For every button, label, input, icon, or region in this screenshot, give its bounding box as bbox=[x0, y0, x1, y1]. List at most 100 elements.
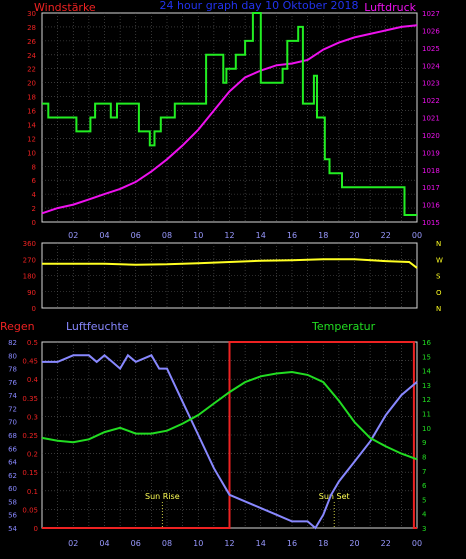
x-tick-label: 20 bbox=[349, 539, 359, 548]
temperature-tick-label: 15 bbox=[422, 353, 431, 361]
pressure-tick-label: 1023 bbox=[422, 80, 440, 88]
humidity-tick-label: 68 bbox=[8, 432, 17, 440]
direction-tick-label: 90 bbox=[27, 289, 36, 297]
rain-tick-label: 0.05 bbox=[22, 506, 38, 514]
humidity-axis-title: Luftfeuchte bbox=[66, 320, 129, 333]
x-tick-label: 08 bbox=[162, 539, 172, 548]
wind-tick-label: 28 bbox=[27, 24, 36, 32]
wind-tick-label: 24 bbox=[27, 52, 36, 60]
temperature-tick-label: 16 bbox=[422, 339, 431, 347]
humidity-tick-label: 66 bbox=[8, 445, 17, 453]
pressure-tick-labels: 1015 1016 1017 1018 1019 1020 1021 1022 1023 1024… bbox=[422, 10, 440, 227]
wind-tick-label: 12 bbox=[27, 135, 36, 143]
temperature-tick-label: 4 bbox=[422, 511, 427, 519]
x-tick-label: 22 bbox=[381, 231, 391, 240]
wind-tick-label: 4 bbox=[32, 191, 37, 199]
wind-direction-line bbox=[42, 258, 418, 269]
temperature-tick-label: 14 bbox=[422, 368, 431, 376]
wind-tick-label: 2 bbox=[32, 205, 36, 213]
rain-tick-label: 0.45 bbox=[22, 358, 38, 366]
sun-marker-label: Sun Rise bbox=[145, 492, 180, 501]
direction-tick-label: 270 bbox=[23, 256, 36, 264]
x-tick-label: 06 bbox=[131, 539, 141, 548]
temperature-line bbox=[41, 370, 418, 461]
x-tick-label: 18 bbox=[318, 231, 328, 240]
wind-tick-label: 10 bbox=[27, 149, 36, 157]
temperature-tick-label: 10 bbox=[422, 425, 431, 433]
rain-tick-label: 0.15 bbox=[22, 469, 38, 477]
pressure-tick-label: 1018 bbox=[422, 167, 440, 175]
sun-marker-label: Sun Set bbox=[319, 492, 350, 501]
x-tick-label: 18 bbox=[318, 539, 328, 548]
compass-label: S bbox=[436, 273, 441, 281]
rain-axis-title: Regen bbox=[0, 320, 35, 333]
sun-annotations: Sun Rise Sun Set bbox=[145, 492, 350, 528]
temperature-tick-label: 5 bbox=[422, 496, 426, 504]
compass-label: N bbox=[436, 240, 441, 248]
direction-tick-label: 0 bbox=[32, 305, 36, 313]
humidity-tick-label: 54 bbox=[8, 525, 17, 533]
humidity-tick-label: 74 bbox=[8, 392, 17, 400]
pressure-tick-label: 1024 bbox=[422, 62, 440, 70]
wind-tick-label: 8 bbox=[32, 163, 36, 171]
wind-tick-label: 16 bbox=[27, 108, 36, 116]
middle-grid bbox=[42, 243, 417, 308]
x-tick-label: 02 bbox=[68, 539, 78, 548]
direction-tick-label: 180 bbox=[23, 273, 36, 281]
humidity-tick-label: 64 bbox=[8, 459, 17, 467]
humidity-tick-label: 76 bbox=[8, 379, 17, 387]
top-grid bbox=[42, 13, 417, 222]
pressure-tick-label: 1016 bbox=[422, 202, 440, 210]
pressure-tick-label: 1019 bbox=[422, 149, 440, 157]
humidity-tick-label: 80 bbox=[8, 352, 17, 360]
direction-degree-labels: 0 90 180 270 360 bbox=[23, 240, 36, 313]
wind-speed-line bbox=[42, 12, 417, 216]
x-tick-label: 10 bbox=[193, 231, 203, 240]
x-tick-label: 14 bbox=[256, 231, 266, 240]
humidity-tick-labels: 54 56 58 60 62 64 66 68 70 72 74 76 78 80 82 bbox=[8, 339, 17, 533]
wind-tick-label: 20 bbox=[27, 80, 36, 88]
wind-tick-label: 0 bbox=[32, 219, 36, 227]
wind-tick-label: 18 bbox=[27, 94, 36, 102]
temperature-tick-label: 7 bbox=[422, 468, 426, 476]
rain-tick-labels: 0 0.05 0.1 0.15 0.2 0.25 0.3 0.35 0.4 0.45 0.5 bbox=[22, 339, 38, 533]
humidity-tick-label: 82 bbox=[8, 339, 17, 347]
x-tick-label: 00 bbox=[412, 231, 422, 240]
rain-tick-label: 0.1 bbox=[27, 488, 38, 496]
direction-tick-label: 360 bbox=[23, 240, 36, 248]
pressure-axis-title: Luftdruck bbox=[364, 1, 416, 14]
bottom-x-tick-labels: 02 04 06 08 10 12 14 16 18 20 22 00 bbox=[68, 539, 422, 548]
humidity-tick-label: 70 bbox=[8, 419, 17, 427]
wind-pressure-panel: Windstärke 24 hour graph day 10 Oktober … bbox=[27, 0, 440, 240]
pressure-tick-label: 1022 bbox=[422, 97, 440, 105]
compass-label: O bbox=[436, 289, 442, 297]
pressure-tick-label: 1021 bbox=[422, 115, 440, 123]
x-tick-label: 10 bbox=[193, 539, 203, 548]
pressure-tick-label: 1027 bbox=[422, 10, 440, 18]
pressure-tick-label: 1017 bbox=[422, 184, 440, 192]
rain-tick-label: 0 bbox=[34, 525, 38, 533]
wind-tick-label: 6 bbox=[32, 177, 37, 185]
humidity-tick-label: 56 bbox=[8, 512, 17, 520]
temperature-axis-title: Temperatur bbox=[311, 320, 376, 333]
humidity-line bbox=[42, 353, 418, 530]
compass-label: W bbox=[436, 256, 443, 264]
x-tick-label: 16 bbox=[287, 539, 297, 548]
pressure-tick-label: 1025 bbox=[422, 45, 440, 53]
wind-tick-label: 14 bbox=[27, 121, 36, 129]
temperature-tick-label: 6 bbox=[422, 482, 427, 490]
humidity-tick-label: 62 bbox=[8, 472, 17, 480]
rain-tick-label: 0.4 bbox=[27, 376, 39, 384]
x-tick-label: 12 bbox=[224, 231, 234, 240]
x-tick-label: 22 bbox=[381, 539, 391, 548]
temperature-tick-labels: 3 4 5 6 7 8 9 10 11 12 13 14 15 16 bbox=[422, 339, 431, 533]
pressure-tick-label: 1015 bbox=[422, 219, 440, 227]
compass-label: N bbox=[436, 305, 441, 313]
top-x-tick-labels: 02 04 06 08 10 12 14 16 18 20 22 00 bbox=[68, 231, 422, 240]
rain-tick-label: 0.5 bbox=[27, 339, 38, 347]
rain-tick-label: 0.3 bbox=[27, 413, 38, 421]
